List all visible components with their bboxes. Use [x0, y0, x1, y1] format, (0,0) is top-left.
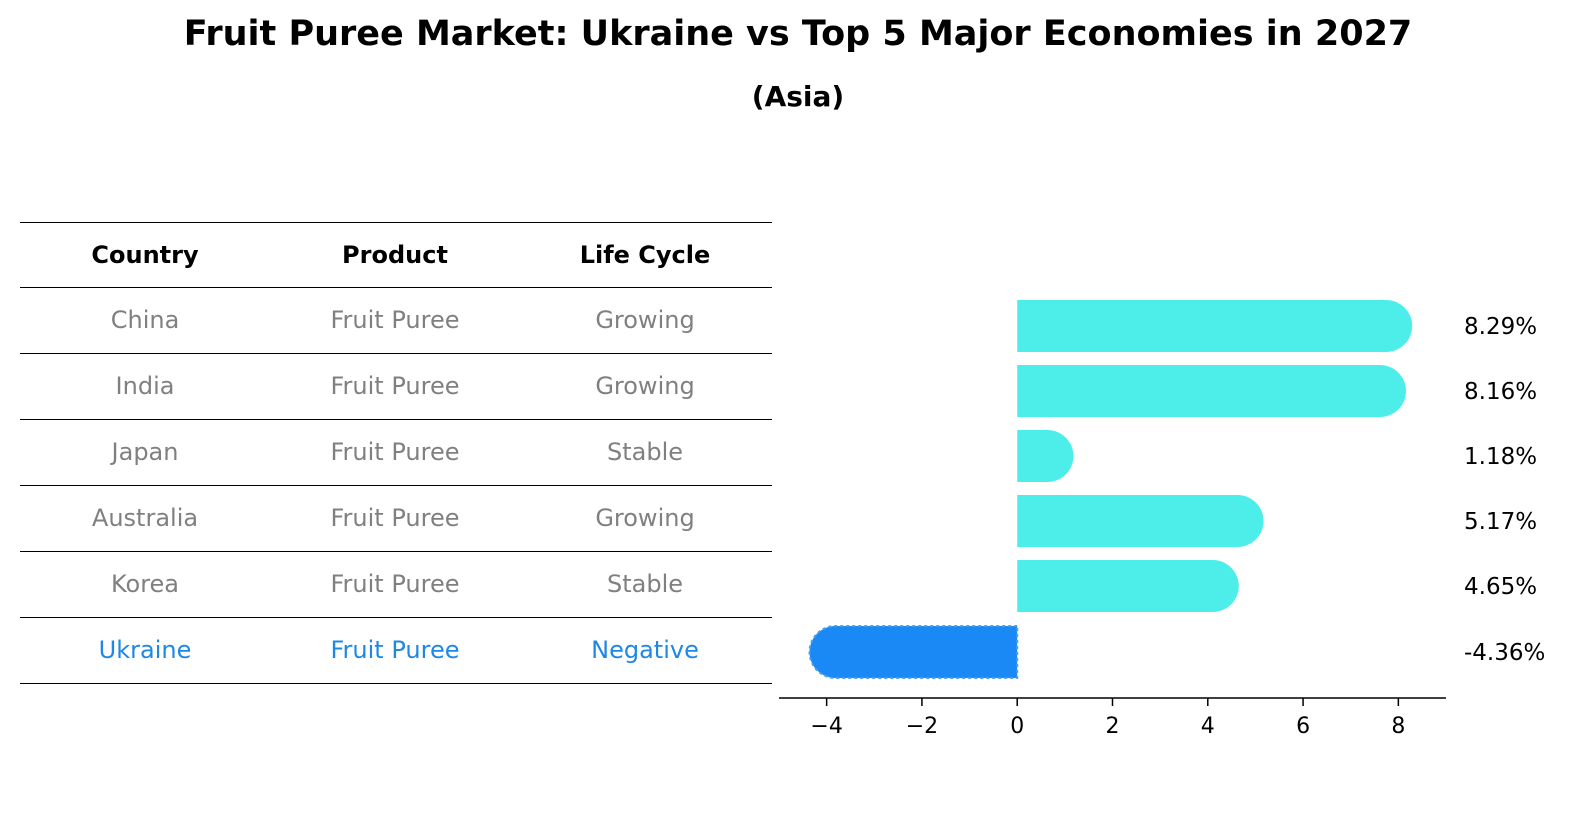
- product-cell: Fruit Puree: [330, 438, 460, 466]
- bar-china: [1017, 300, 1413, 352]
- life-cycle-cell: Growing: [595, 306, 695, 334]
- table-row: Japan Fruit Puree Stable: [20, 420, 772, 486]
- bar-japan: [1017, 430, 1074, 482]
- table-row: China Fruit Puree Growing: [20, 288, 772, 354]
- product-cell: Fruit Puree: [330, 504, 460, 532]
- country-cell: Korea: [110, 570, 180, 598]
- table-row: Australia Fruit Puree Growing: [20, 486, 772, 552]
- value-label: 1.18%: [1464, 444, 1537, 470]
- bar-australia: [1017, 495, 1264, 547]
- value-label: 8.29%: [1464, 314, 1537, 340]
- product-cell: Fruit Puree: [330, 570, 460, 598]
- value-label: 5.17%: [1464, 509, 1537, 535]
- table-header-row: Country Product Life Cycle: [20, 222, 772, 288]
- life-cycle-cell: Stable: [606, 570, 684, 598]
- x-tick-label: 6: [1296, 714, 1310, 739]
- bar-india: [1017, 365, 1406, 417]
- table-row: India Fruit Puree Growing: [20, 354, 772, 420]
- value-label: -4.36%: [1464, 640, 1545, 666]
- chart-title: Fruit Puree Market: Ukraine vs Top 5 Maj…: [183, 14, 1413, 54]
- life-cycle-cell: Growing: [595, 372, 695, 400]
- life-cycle-cell: Negative: [591, 636, 699, 664]
- product-cell: Fruit Puree: [330, 306, 460, 334]
- table-row: Korea Fruit Puree Stable: [20, 552, 772, 618]
- header-product: Product: [342, 241, 448, 269]
- x-tick-label: 2: [1106, 714, 1120, 739]
- value-label: 8.16%: [1464, 379, 1537, 405]
- country-cell: Japan: [111, 438, 179, 466]
- life-cycle-cell: Stable: [606, 438, 684, 466]
- x-tick-label: −2: [906, 714, 938, 739]
- country-cell: India: [115, 372, 175, 400]
- table-row-highlighted: Ukraine Fruit Puree Negative: [20, 618, 772, 684]
- x-tick-label: 4: [1201, 714, 1215, 739]
- product-cell: Fruit Puree: [330, 636, 460, 664]
- country-cell: China: [110, 306, 180, 334]
- value-label: 4.65%: [1464, 574, 1537, 600]
- country-cell: Australia: [91, 504, 199, 532]
- header-country: Country: [91, 241, 199, 269]
- x-tick-label: −4: [810, 714, 842, 739]
- x-tick-label: 8: [1391, 714, 1405, 739]
- x-tick-label: 0: [1010, 714, 1024, 739]
- header-life-cycle: Life Cycle: [579, 241, 711, 269]
- country-cell: Ukraine: [98, 636, 192, 664]
- market-table: Country Product Life Cycle China Fruit P…: [20, 222, 772, 684]
- product-cell: Fruit Puree: [330, 372, 460, 400]
- life-cycle-cell: Growing: [595, 504, 695, 532]
- chart-subtitle: (Asia): [751, 80, 845, 113]
- bar-ukraine: [808, 625, 1019, 679]
- bar-korea: [1017, 560, 1239, 612]
